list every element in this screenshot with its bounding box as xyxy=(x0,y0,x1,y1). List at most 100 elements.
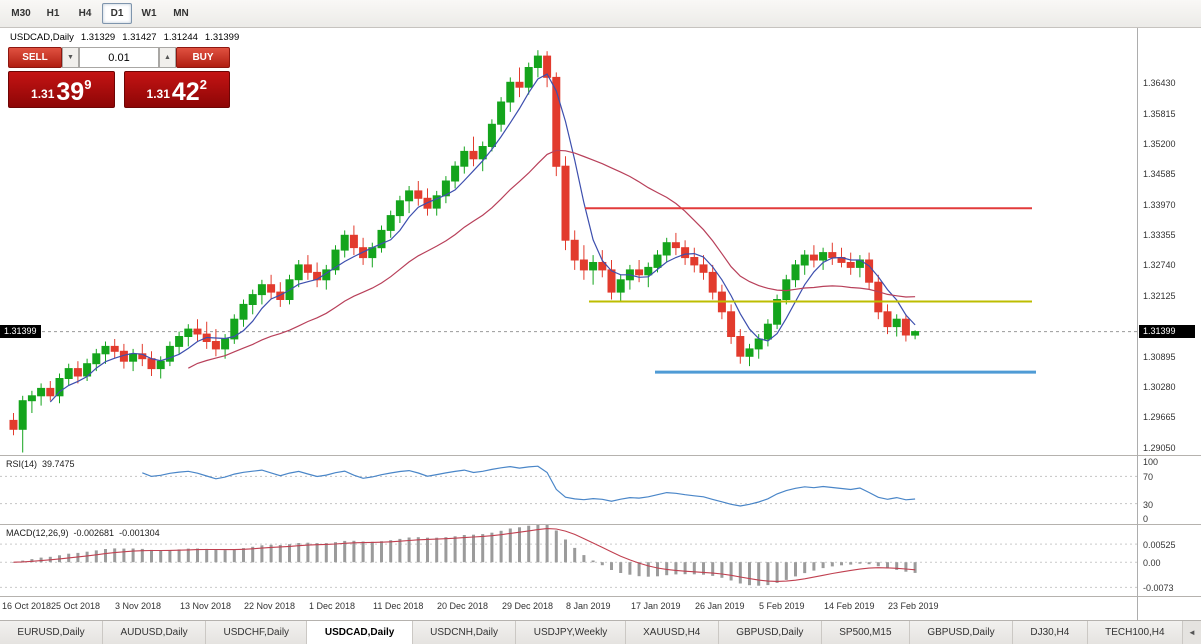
date-axis-label: 29 Dec 2018 xyxy=(502,601,554,611)
price-scale-label: 1.35815 xyxy=(1143,109,1176,119)
one-click-trading-panel: SELL ▼ 0.01 ▲ BUY 1.31 39 9 1.31 42 2 xyxy=(8,47,230,108)
macd-histogram xyxy=(12,525,917,586)
date-axis-label: 14 Feb 2019 xyxy=(824,601,875,611)
macd-scale-label: 0.00525 xyxy=(1143,540,1176,550)
quote-high: 1.31427 xyxy=(122,32,157,43)
timeframe-button-h4[interactable]: H4 xyxy=(78,8,92,19)
bid-price-display[interactable]: 1.31 39 9 xyxy=(8,71,115,108)
tab-tech100-h4[interactable]: TECH100,H4 xyxy=(1087,621,1183,644)
tab-usdchf-daily[interactable]: USDCHF,Daily xyxy=(206,621,308,644)
quote-close: 1.31399 xyxy=(204,32,240,43)
timeframe-button-h1[interactable]: H1 xyxy=(46,8,60,19)
timeframe-button-d1[interactable]: D1 xyxy=(102,3,132,24)
timeframe-button-w1[interactable]: W1 xyxy=(141,8,157,19)
macd-name: MACD(12,26,9) xyxy=(6,528,69,538)
rsi-line xyxy=(142,465,916,507)
timeframe-button-m30[interactable]: M30 xyxy=(11,8,31,19)
price-scale-label: 1.29050 xyxy=(1143,443,1176,453)
chart-symbol-label: USDCAD,Daily xyxy=(10,32,74,43)
price-scale-label: 1.32125 xyxy=(1143,291,1176,301)
date-axis-label: 8 Jan 2019 xyxy=(566,601,611,611)
tab-scroll-left-icon: ◄ xyxy=(1188,628,1196,637)
rsi-name: RSI(14) xyxy=(6,459,38,469)
date-axis-label: 13 Nov 2018 xyxy=(180,601,232,611)
quote-header: USDCAD,Daily 1.31329 1.31427 1.31244 1.3… xyxy=(10,32,239,43)
price-scale-label: 1.29665 xyxy=(1143,412,1176,422)
tab-dj30-h4[interactable]: DJ30,H4 xyxy=(1012,621,1088,644)
date-axis-label: 1 Dec 2018 xyxy=(309,601,356,611)
date-axis-label: 11 Dec 2018 xyxy=(373,601,424,611)
rsi-scale-label: 70 xyxy=(1143,472,1154,482)
price-scale-label: 1.35200 xyxy=(1143,139,1176,149)
panel-separator[interactable] xyxy=(0,455,1201,456)
rsi-label: RSI(14) 39.7475 xyxy=(6,459,80,469)
price-scale-border xyxy=(1137,28,1138,620)
ask-price-display[interactable]: 1.31 42 2 xyxy=(123,71,230,108)
price-scale-label: 1.36430 xyxy=(1143,78,1176,88)
panel-separator xyxy=(0,596,1201,597)
ask-pipette: 2 xyxy=(199,77,207,92)
ma-fast-line xyxy=(49,73,916,403)
volume-decrease-button[interactable]: ▼ xyxy=(62,47,79,68)
rsi-indicator-panel[interactable] xyxy=(0,456,1137,524)
date-axis-label: 5 Feb 2019 xyxy=(759,601,805,611)
tab-gbpusd-daily[interactable]: GBPUSD,Daily xyxy=(909,621,1013,644)
tab-audusd-daily[interactable]: AUDUSD,Daily xyxy=(103,621,207,644)
date-axis-label: 22 Nov 2018 xyxy=(244,601,296,611)
date-axis-label: 26 Jan 2019 xyxy=(695,601,745,611)
macd-signal-value: -0.001304 xyxy=(119,528,160,538)
ma-slow-line xyxy=(188,149,916,369)
current-price-badge-right: 1.31399 xyxy=(1139,325,1195,338)
date-axis-label: 23 Feb 2019 xyxy=(888,601,939,611)
timeframe-button-mn[interactable]: MN xyxy=(173,8,189,19)
price-scale-label: 1.30895 xyxy=(1143,352,1176,362)
date-axis-label: 3 Nov 2018 xyxy=(115,601,162,611)
macd-indicator-panel[interactable] xyxy=(0,525,1137,596)
rsi-scale-label: 100 xyxy=(1143,457,1159,467)
tab-usdjpy-weekly[interactable]: USDJPY,Weekly xyxy=(516,621,626,644)
price-scale-label: 1.32740 xyxy=(1143,260,1176,270)
date-axis-label: 25 Oct 2018 xyxy=(51,601,101,611)
tab-sp500-m15[interactable]: SP500,M15 xyxy=(821,621,910,644)
chart-tab-bar: EURUSD,Daily AUDUSD,Daily USDCHF,Daily USDC… xyxy=(0,620,1201,644)
ask-pips: 42 xyxy=(171,78,200,106)
date-axis: 16 Oct 2018 25 Oct 2018 3 Nov 2018 13 Nov 2… xyxy=(0,597,1137,619)
bid-pipette: 9 xyxy=(84,77,92,92)
ask-prefix: 1.31 xyxy=(146,87,170,101)
macd-label: MACD(12,26,9) -0.002681 -0.001304 xyxy=(6,528,165,538)
volume-increase-icon: ▲ xyxy=(164,54,171,61)
price-scale-label: 1.33970 xyxy=(1143,200,1176,210)
timeframe-toolbar: M30 H1 H4 D1 W1 MN xyxy=(0,0,1201,28)
volume-decrease-icon: ▼ xyxy=(67,54,74,61)
tab-eurusd-daily[interactable]: EURUSD,Daily xyxy=(0,621,104,644)
macd-signal-line xyxy=(13,528,916,582)
buy-button[interactable]: BUY xyxy=(176,47,230,68)
date-axis-label: 20 Dec 2018 xyxy=(437,601,489,611)
panel-separator[interactable] xyxy=(0,524,1201,525)
tab-usdcad-daily[interactable]: USDCAD,Daily xyxy=(307,621,413,644)
price-scale-label: 1.34585 xyxy=(1143,169,1176,179)
date-axis-label: 16 Oct 2018 xyxy=(2,601,52,611)
current-price-badge-left: 1.31399 xyxy=(0,325,41,338)
rsi-scale-label: 0 xyxy=(1143,514,1149,524)
bid-pips: 39 xyxy=(56,78,85,106)
macd-main-value: -0.002681 xyxy=(73,528,115,538)
price-scale-label: 1.33355 xyxy=(1143,230,1176,240)
volume-input[interactable]: 0.01 xyxy=(79,47,159,68)
candles-group[interactable] xyxy=(9,50,920,453)
bid-prefix: 1.31 xyxy=(31,87,55,101)
volume-increase-button[interactable]: ▲ xyxy=(159,47,176,68)
date-axis-label: 17 Jan 2019 xyxy=(631,601,681,611)
macd-scale-label: 0.00 xyxy=(1143,558,1161,568)
tab-gbpusd-daily[interactable]: GBPUSD,Daily xyxy=(718,621,822,644)
tab-usdcnh-daily[interactable]: USDCNH,Daily xyxy=(412,621,517,644)
rsi-scale-label: 30 xyxy=(1143,500,1154,510)
tab-scroll-left-button[interactable]: ◄ xyxy=(1182,621,1201,644)
sell-button[interactable]: SELL xyxy=(8,47,62,68)
quote-low: 1.31244 xyxy=(163,32,198,43)
price-scale-label: 1.30280 xyxy=(1143,382,1176,392)
rsi-value: 39.7475 xyxy=(42,459,75,469)
macd-scale-label: -0.0073 xyxy=(1143,583,1174,593)
tab-xauusd-h4[interactable]: XAUUSD,H4 xyxy=(625,621,719,644)
